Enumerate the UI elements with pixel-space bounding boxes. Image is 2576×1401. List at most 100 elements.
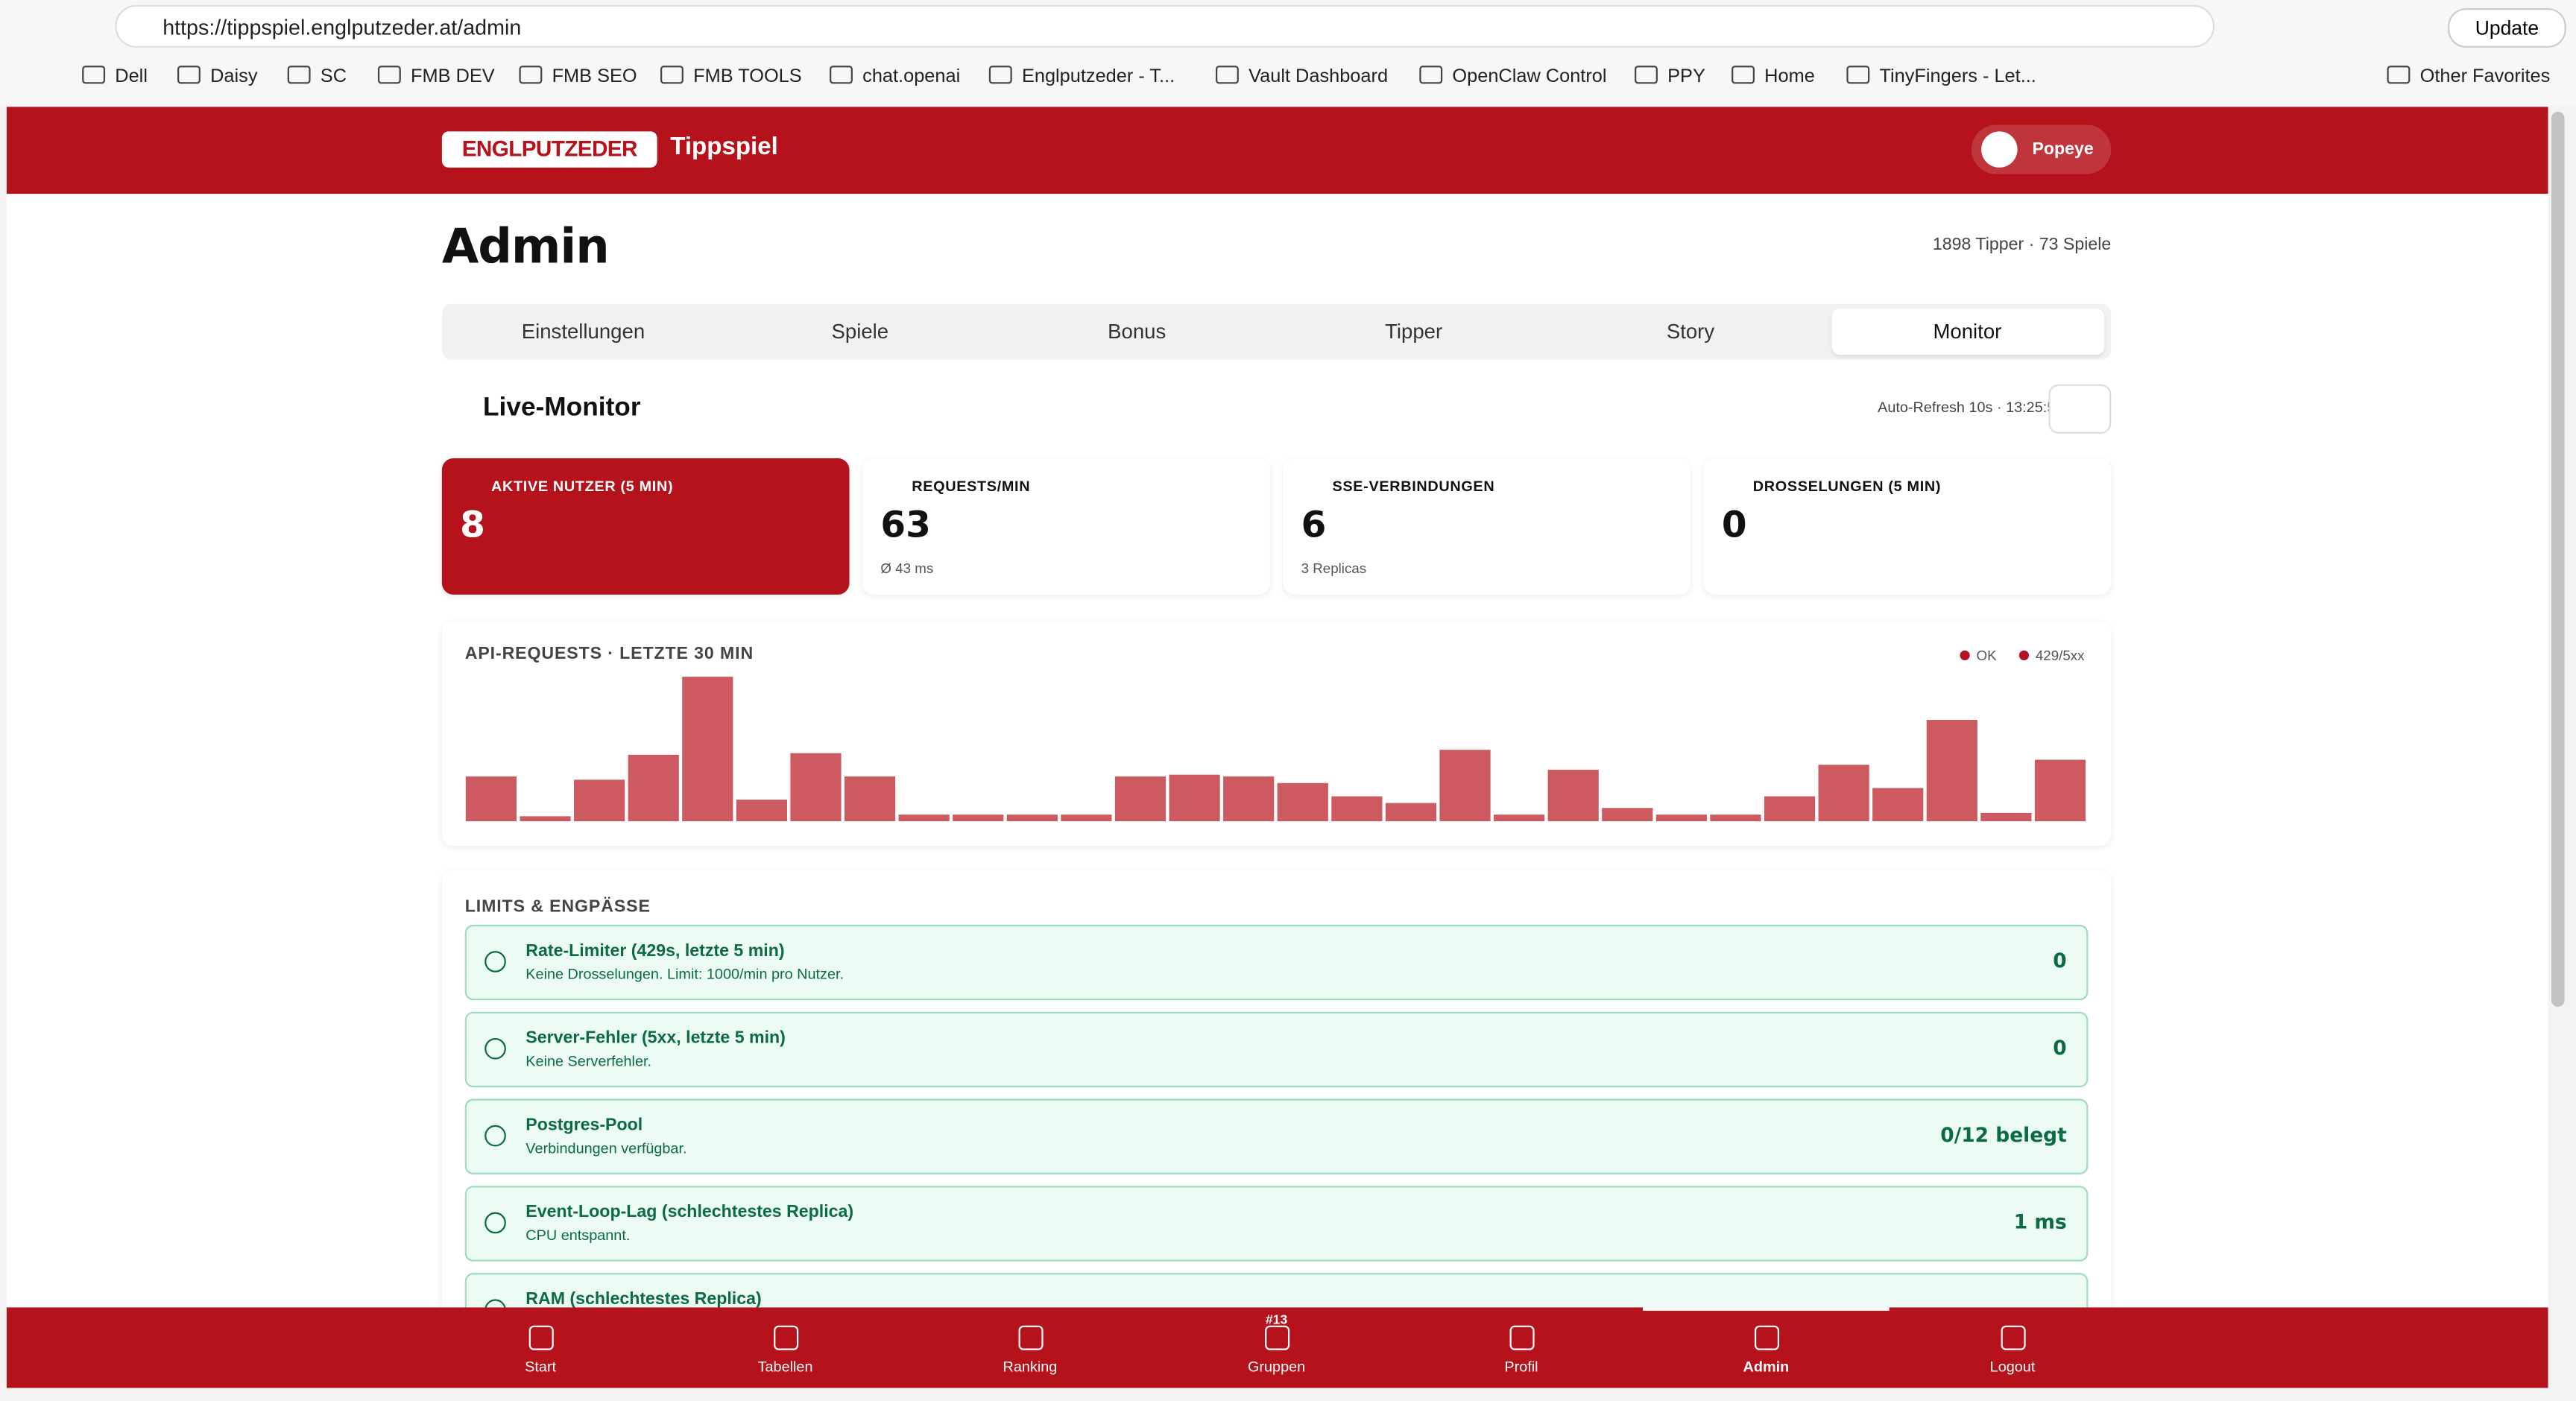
bar[interactable] (736, 800, 787, 822)
bar[interactable] (898, 815, 950, 822)
bar[interactable] (1223, 776, 1275, 822)
nav-item[interactable]: Profil (1439, 1307, 1603, 1388)
bar[interactable] (1655, 815, 1707, 822)
limit-title: Postgres-Pool (525, 1115, 643, 1136)
bookmark[interactable]: TinyFingers - Let... (1846, 66, 2036, 86)
limit-item: Event-Loop-Lag (schlechtestes Replica) CP… (464, 1186, 2089, 1262)
bar[interactable] (1331, 796, 1383, 822)
nav-label: Admin (1743, 1358, 1790, 1375)
limit-value: 0 (2053, 949, 2067, 973)
limit-title: Rate-Limiter (429s, letzte 5 min) (525, 940, 785, 961)
stat-card: REQUESTS/MIN 63 Ø 43 ms (862, 458, 1270, 595)
limit-value: 0/12 belegt (1940, 1123, 2067, 1147)
tab[interactable]: Spiele (831, 320, 889, 344)
stat-sub: 3 Replicas (1301, 560, 1367, 577)
limit-item: Server-Fehler (5xx, letzte 5 min) Keine S… (464, 1011, 2089, 1088)
logo[interactable]: ENGLPUTZEDER (441, 131, 657, 168)
tab[interactable]: Monitor (1831, 309, 2104, 355)
bar[interactable] (1818, 765, 1869, 822)
bookmark[interactable]: SC (288, 66, 347, 86)
bar[interactable] (1980, 812, 2032, 822)
limits-title: LIMITS & ENGPÄSSE (464, 896, 651, 917)
bar[interactable] (1114, 776, 1167, 822)
limit-desc: Keine Serverfehler. (525, 1052, 652, 1069)
nav-item[interactable]: Admin (1643, 1307, 1890, 1388)
stat-sub: Ø 43 ms (880, 560, 934, 577)
tab[interactable]: Story (1666, 320, 1715, 344)
page-meta: 1898 Tipper · 73 Spiele (1932, 235, 2112, 255)
bar[interactable] (1169, 774, 1220, 822)
limit-title: Event-Loop-Lag (schlechtestes Replica) (525, 1202, 854, 1222)
bookmark[interactable]: Daisy (177, 66, 257, 86)
nav-item[interactable]: Ranking (948, 1307, 1112, 1388)
bookmark[interactable]: FMB SEO (519, 66, 637, 86)
bar[interactable] (2034, 759, 2086, 822)
bar[interactable] (1872, 788, 1924, 822)
bar[interactable] (1710, 815, 1761, 822)
bar[interactable] (520, 816, 571, 822)
stat-label: AKTIVE NUTZER (5 MIN) (491, 478, 674, 495)
other-favorites[interactable]: Other Favorites (2387, 66, 2551, 86)
nav-label: Ranking (1003, 1358, 1058, 1375)
limit-value: 1 ms (2013, 1210, 2067, 1234)
bar[interactable] (1439, 750, 1491, 822)
limit-title: Server-Fehler (5xx, letzte 5 min) (525, 1028, 786, 1049)
limit-desc: CPU entspannt. (525, 1227, 631, 1244)
nav-label: Gruppen (1247, 1358, 1306, 1375)
nav-item[interactable]: Logout (1931, 1307, 2094, 1388)
bookmark[interactable]: FMB DEV (378, 66, 495, 86)
bookmark[interactable]: OpenClaw Control (1419, 66, 1606, 86)
page-title: Admin (441, 218, 610, 275)
stat-value: 8 (460, 505, 485, 547)
limit-title: RAM (schlechtestes Replica) (525, 1289, 762, 1309)
bookmark[interactable]: Englputzeder - T... (989, 66, 1175, 86)
nav-item[interactable]: Gruppen #13 (1194, 1307, 1358, 1388)
section-title: Live-Monitor (483, 393, 641, 423)
bar[interactable] (574, 779, 625, 822)
stat-label: SSE-VERBINDUNGEN (1332, 478, 1495, 495)
nav-item[interactable]: Tabellen (703, 1307, 867, 1388)
bar[interactable] (1602, 808, 1653, 822)
bar[interactable] (628, 754, 679, 822)
bar[interactable] (844, 776, 896, 822)
nav-badge: #13 (1265, 1312, 1288, 1327)
bar[interactable] (953, 815, 1004, 822)
bar[interactable] (1006, 815, 1058, 822)
address-bar[interactable]: https://tippspiel.englputzeder.at/admin (115, 4, 2215, 48)
bar[interactable] (465, 776, 517, 822)
user-menu[interactable]: Popeye (1971, 124, 2112, 174)
bookmark[interactable]: Vault Dashboard (1216, 66, 1388, 86)
bottom-nav: Start Tabellen Ranking Gruppen #13 Profil Admi… (6, 1307, 2548, 1388)
bar[interactable] (1926, 720, 1977, 822)
tab[interactable]: Einstellungen (521, 320, 645, 344)
nav-label: Tabellen (757, 1358, 813, 1375)
stat-value: 0 (1721, 505, 1747, 547)
active-indicator (1643, 1307, 1890, 1311)
page: ENGLPUTZEDER Tippspiel Popeye Admin 1898… (6, 107, 2548, 1388)
bar[interactable] (1494, 815, 1545, 822)
bookmark[interactable]: Dell (82, 66, 148, 86)
stat-card: DROSSELUNGEN (5 MIN) 0 (1703, 458, 2112, 595)
scrollbar[interactable] (2551, 111, 2565, 1008)
bar[interactable] (1764, 796, 1816, 822)
bar[interactable] (790, 753, 842, 822)
tab[interactable]: Bonus (1108, 320, 1167, 344)
bar[interactable] (1061, 815, 1112, 822)
bar[interactable] (1547, 769, 1599, 822)
update-button[interactable]: Update (2448, 8, 2566, 48)
bookmark[interactable]: PPY (1635, 66, 1705, 86)
stat-value: 6 (1301, 505, 1327, 547)
refresh-status: Auto-Refresh 10s · 13:25:50 (1878, 399, 2064, 416)
bookmark[interactable]: chat.openai (830, 66, 960, 86)
nav-label: Logout (1989, 1358, 2036, 1375)
bar[interactable] (682, 677, 733, 822)
refresh-button[interactable] (2048, 384, 2112, 434)
bar[interactable] (1385, 803, 1437, 822)
bookmark[interactable]: Home (1731, 66, 1815, 86)
stat-value: 63 (880, 505, 931, 547)
bookmark[interactable]: FMB TOOLS (660, 66, 802, 86)
bar[interactable] (1277, 782, 1328, 822)
nav-item[interactable]: Start (458, 1307, 622, 1388)
tab[interactable]: Tipper (1385, 320, 1443, 344)
